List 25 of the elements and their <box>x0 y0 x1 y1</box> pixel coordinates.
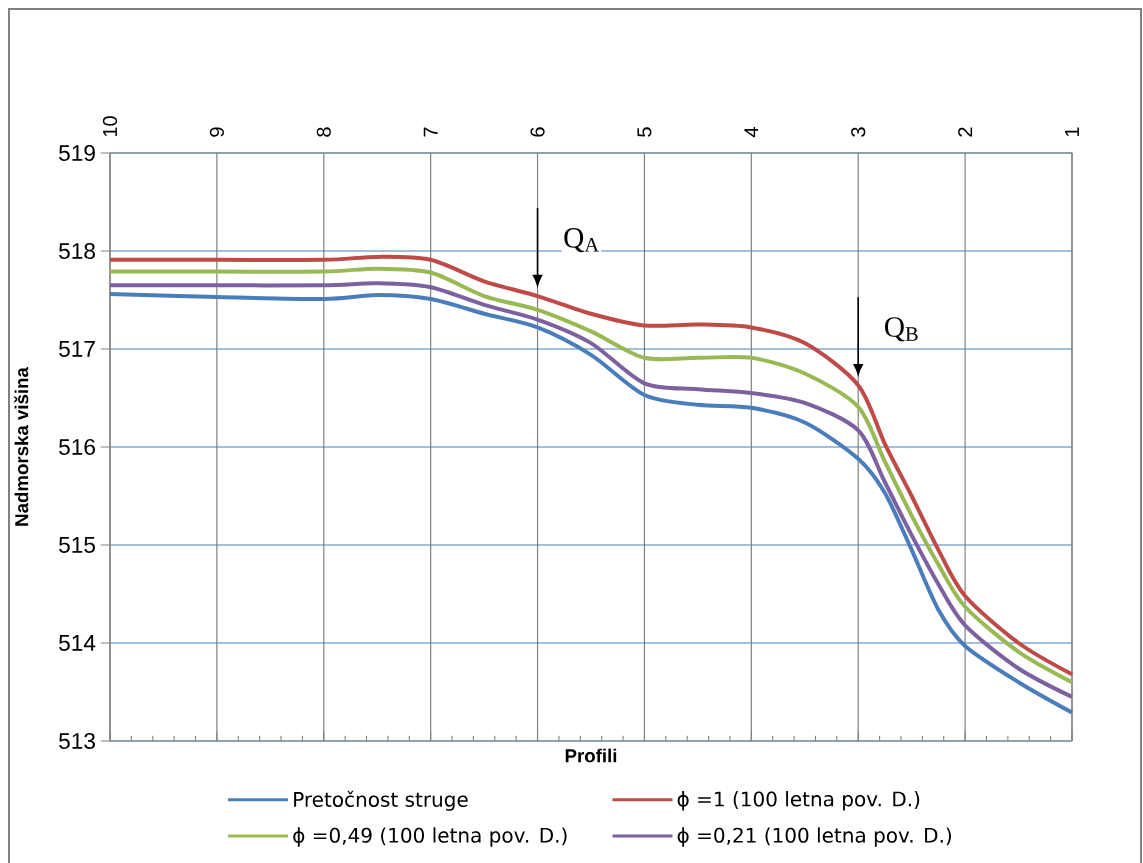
legend-label: ϕ =0,21 (100 letna pov. D.) <box>677 827 951 847</box>
legend-label: ϕ =1 (100 letna pov. D.) <box>677 791 920 811</box>
y-tick-label: 517 <box>59 341 95 357</box>
x-tick-label: 3 <box>851 127 866 137</box>
x-tick-label: 8 <box>316 127 331 137</box>
y-tick-label: 519 <box>59 144 95 162</box>
x-axis-title: Profili <box>565 748 617 763</box>
x-tick-label: 10 <box>102 116 118 137</box>
annotation: Q$_{A}$ <box>564 227 600 253</box>
x-tick-label: 5 <box>637 127 652 137</box>
legend-label: Pretočnost struge <box>294 790 468 811</box>
x-tick-label: 1 <box>1065 127 1079 137</box>
x-tick-label: 9 <box>209 127 224 137</box>
y-tick-label: 515 <box>59 537 95 553</box>
x-tick-label: 4 <box>744 127 759 138</box>
x-tick-label: 2 <box>958 127 973 137</box>
y-tick-label: 516 <box>59 438 95 456</box>
y-tick-label: 518 <box>59 242 95 260</box>
y-tick-label: 513 <box>59 732 95 750</box>
x-tick-label: 6 <box>530 127 545 137</box>
annotation: Q$_{B}$ <box>885 317 918 342</box>
legend-label: ϕ =0,49 (100 letna pov. D.) <box>293 827 567 847</box>
y-tick-label: 514 <box>59 635 96 651</box>
y-axis-title: Nadmorska višina <box>14 367 29 526</box>
x-tick-label: 7 <box>423 127 438 137</box>
